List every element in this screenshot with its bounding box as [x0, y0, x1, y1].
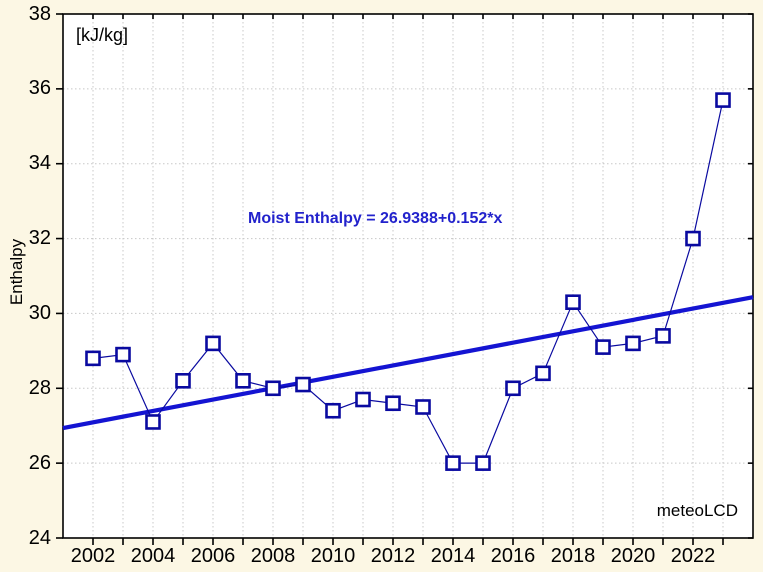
y-tick-label: 30: [28, 301, 51, 324]
x-tick-label: 2014: [430, 545, 476, 567]
axis-frame: [62, 13, 754, 539]
y-tick-label: 32: [28, 227, 51, 250]
x-tick-label: 2006: [190, 545, 236, 567]
y-tick-label: 36: [28, 77, 51, 100]
x-tick-label: 2020: [610, 545, 656, 567]
data-point-marker: [565, 294, 581, 311]
data-point-marker: [445, 455, 461, 471]
plot-background: [63, 14, 753, 538]
data-point-marker: [715, 92, 731, 108]
x-tick-label: 2022: [670, 545, 716, 567]
data-point-marker: [145, 414, 161, 430]
data-point-marker: [415, 399, 431, 415]
trend-equation-label: Moist Enthalpy = 26.9388+0.152*x: [248, 210, 503, 227]
data-point-marker: [265, 380, 281, 397]
data-point-marker: [475, 455, 491, 471]
x-tick-label: 2016: [490, 545, 536, 567]
y-tick-label: 34: [28, 152, 51, 175]
x-tick-label: 2004: [130, 545, 176, 567]
y-tick-label: 26: [28, 451, 51, 474]
x-tick-label: 2010: [310, 545, 356, 567]
x-tick-label: 2008: [250, 545, 296, 567]
data-point-marker: [625, 335, 641, 352]
data-point-marker: [235, 372, 251, 389]
data-point-marker: [295, 376, 311, 393]
data-point-marker: [685, 230, 701, 247]
data-point-marker: [325, 402, 341, 419]
y-tick-label: 38: [28, 2, 51, 25]
x-tick-label: 2018: [550, 545, 596, 567]
data-point-marker: [355, 391, 371, 408]
data-point-marker: [85, 350, 101, 367]
data-point-marker: [595, 339, 611, 355]
y-tick-label: 28: [28, 376, 51, 399]
data-point-marker: [115, 346, 131, 363]
y-tick-label: 24: [28, 526, 51, 549]
x-tick-label: 2002: [70, 545, 116, 567]
unit-label: [kJ/kg]: [76, 25, 129, 45]
data-point-marker: [655, 328, 671, 344]
watermark-label: meteoLCD: [656, 501, 738, 520]
series-line: [92, 99, 724, 464]
trend-line: [62, 295, 754, 431]
data-point-marker: [535, 365, 551, 382]
data-point-marker: [385, 395, 401, 412]
x-tick-label: 2012: [370, 545, 416, 567]
data-point-marker: [505, 380, 521, 397]
data-point-marker: [175, 372, 191, 389]
data-point-marker: [205, 335, 221, 352]
